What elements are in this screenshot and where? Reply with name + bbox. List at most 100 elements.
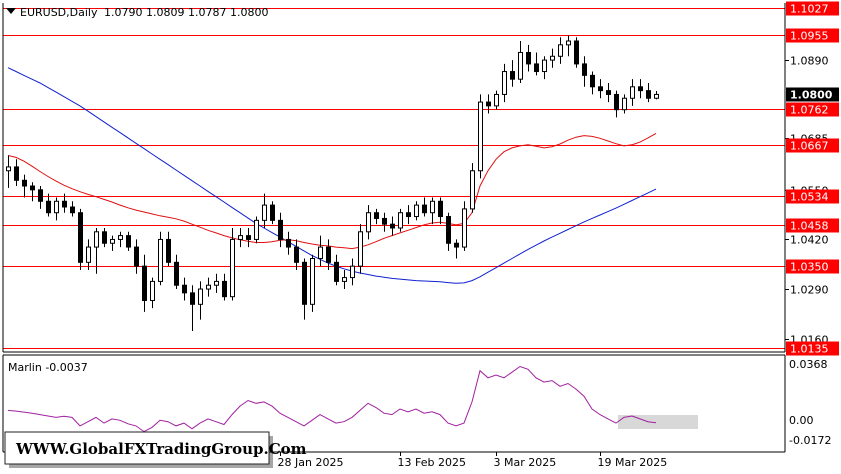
level-label-bg-3 xyxy=(786,138,839,153)
level-label-bg-4 xyxy=(786,189,839,204)
candle-body-3 xyxy=(30,185,35,191)
slow-moving-average-line xyxy=(7,67,657,284)
time-tick-1: 13 Feb 2025 xyxy=(398,456,466,469)
candle-body-81 xyxy=(654,93,659,99)
time-tick-2: 3 Mar 2025 xyxy=(494,456,557,469)
marlin-line xyxy=(7,365,657,433)
candle-body-57 xyxy=(462,208,467,248)
candle-body-4 xyxy=(38,189,43,202)
candle-body-58 xyxy=(470,170,475,210)
candle-body-52 xyxy=(422,204,427,214)
candle-body-37 xyxy=(302,261,307,305)
candle-body-67 xyxy=(542,59,547,73)
candle-body-56 xyxy=(454,242,459,248)
price-tick-3: 1.0420 xyxy=(790,234,829,247)
candle-body-5 xyxy=(46,200,51,214)
candle-body-9 xyxy=(78,212,83,263)
level-label-1: 1.0955 xyxy=(790,30,829,43)
fast-moving-average-line xyxy=(7,132,657,250)
candle-body-50 xyxy=(406,212,411,218)
candle-body-72 xyxy=(582,63,587,76)
candle-body-49 xyxy=(398,212,403,229)
candle-body-19 xyxy=(158,238,163,282)
candle-body-38 xyxy=(310,258,315,305)
candle-body-51 xyxy=(414,204,419,218)
collapse-triangle-icon[interactable] xyxy=(6,8,16,14)
candle-body-41 xyxy=(334,261,339,282)
price-tick-4: 1.0290 xyxy=(790,284,829,297)
level-label-2: 1.0762 xyxy=(790,104,829,117)
candle-body-33 xyxy=(270,204,275,221)
candle-body-36 xyxy=(294,246,299,263)
candle-body-35 xyxy=(286,238,291,248)
candle-body-45 xyxy=(366,212,371,233)
marlin-tick-top: 0.0368 xyxy=(789,358,828,371)
candle-body-28 xyxy=(230,238,235,298)
candle-body-44 xyxy=(358,231,363,267)
candle-body-34 xyxy=(278,219,283,240)
candle-body-78 xyxy=(630,86,635,99)
level-label-bg-6 xyxy=(786,259,839,274)
candle-body-48 xyxy=(390,223,395,229)
candle-body-61 xyxy=(494,93,499,107)
current-price-label: 1.0800 xyxy=(790,89,833,102)
marlin-tick-zero: 0.00 xyxy=(789,414,814,427)
candle-body-76 xyxy=(614,93,619,111)
candle-body-8 xyxy=(70,206,75,214)
candle-body-23 xyxy=(190,292,195,305)
level-label-5: 1.0458 xyxy=(790,220,829,233)
candle-body-42 xyxy=(342,277,347,282)
level-label-7: 1.0135 xyxy=(790,343,829,356)
time-axis: 28 Jan 2025 13 Feb 2025 3 Mar 2025 19 Mar 2… xyxy=(278,452,668,469)
candle-body-73 xyxy=(590,74,595,88)
candle-body-20 xyxy=(166,238,171,263)
candle-body-46 xyxy=(374,212,379,219)
candle-body-25 xyxy=(206,284,211,290)
candle-body-22 xyxy=(182,284,187,294)
candle-body-54 xyxy=(438,200,443,218)
level-label-bg-5 xyxy=(786,218,839,233)
symbol-label: EURUSD,Daily xyxy=(20,6,98,19)
candle-body-32 xyxy=(262,204,267,221)
candle-body-55 xyxy=(446,216,451,244)
candle-body-70 xyxy=(566,40,571,46)
candle-body-63 xyxy=(510,71,515,80)
current-price-bg xyxy=(786,87,839,102)
candle-body-53 xyxy=(430,200,435,214)
candle-body-17 xyxy=(142,265,147,301)
candle-body-71 xyxy=(574,40,579,65)
main-price-pane[interactable]: EURUSD,Daily 1.0790 1.0809 1.0787 1.0800 xyxy=(2,3,786,353)
candle-body-65 xyxy=(526,51,531,65)
candle-body-40 xyxy=(326,246,331,263)
watermark-badge: WWW.GlobalFXTradingGroup.Com xyxy=(4,431,307,468)
candle-body-13 xyxy=(110,238,115,244)
watermark-text: WWW.GlobalFXTradingGroup.Com xyxy=(15,440,307,458)
candle-body-66 xyxy=(534,63,539,73)
candle-body-68 xyxy=(550,55,555,61)
marlin-tick-bottom: -0.0172 xyxy=(789,434,831,447)
candle-body-60 xyxy=(486,101,491,107)
candle-body-31 xyxy=(254,219,259,240)
candle-body-79 xyxy=(638,86,643,92)
level-label-4: 1.0534 xyxy=(790,191,829,204)
candle-body-29 xyxy=(238,235,243,240)
marlin-indicator-pane[interactable]: Marlin -0.0037 0.0368 0.00 -0.0172 xyxy=(2,354,831,453)
candle-body-43 xyxy=(350,265,355,279)
candle-body-12 xyxy=(102,231,107,244)
candle-body-16 xyxy=(134,246,139,267)
candle-body-39 xyxy=(318,246,323,260)
time-tick-3: 19 Mar 2025 xyxy=(598,456,668,469)
candle-body-69 xyxy=(558,44,563,57)
candle-body-0 xyxy=(6,166,11,172)
marlin-highlight-box xyxy=(618,415,698,429)
candle-body-62 xyxy=(502,71,507,95)
candle-body-1 xyxy=(14,166,19,181)
level-label-bg-0 xyxy=(786,1,839,16)
level-label-bg-1 xyxy=(786,28,839,43)
candle-body-21 xyxy=(174,261,179,286)
candle-body-59 xyxy=(478,101,483,172)
candle-body-11 xyxy=(94,231,99,248)
